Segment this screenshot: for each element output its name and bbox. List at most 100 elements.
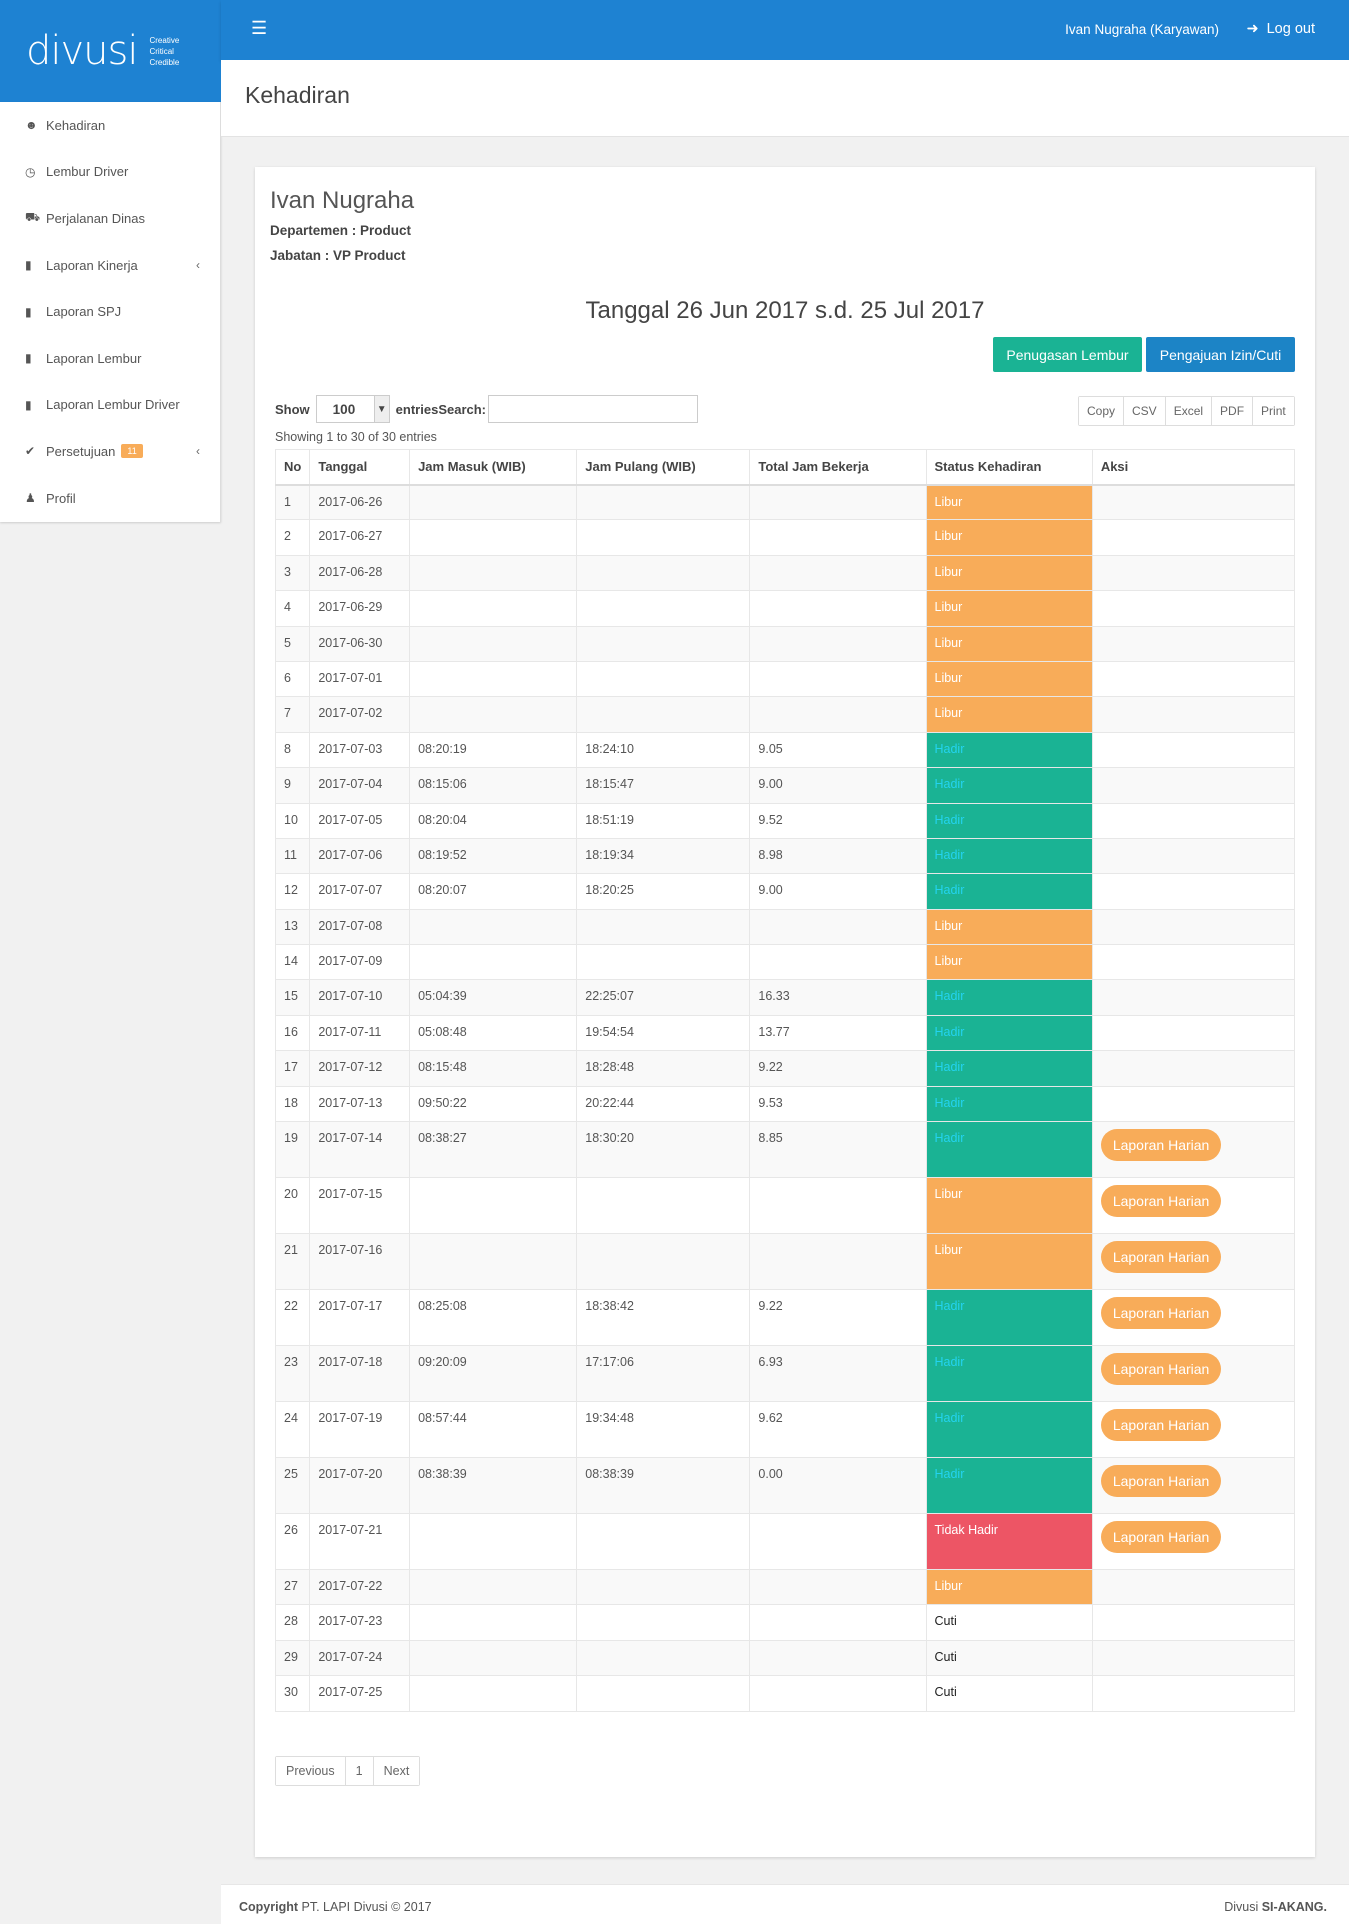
row-number-cell: 15 — [274, 979, 311, 1016]
daily-report-button[interactable]: Laporan Harian — [1100, 1353, 1222, 1386]
row-number-cell: 21 — [274, 1233, 311, 1291]
check-out-cell: 18:19:34 — [576, 837, 751, 875]
pdf-button[interactable]: PDF — [1212, 397, 1254, 425]
total-hours-cell: 16.33 — [749, 979, 927, 1016]
search-label: Search: — [438, 401, 487, 417]
sidebar-item-laporan-lembur[interactable]: ▮ Laporan Lembur — [25, 350, 142, 366]
daily-report-button[interactable]: Laporan Harian — [1100, 1409, 1222, 1442]
row-number-cell: 30 — [274, 1675, 311, 1712]
daily-report-button[interactable]: Laporan Harian — [1100, 1241, 1222, 1274]
daily-report-button[interactable]: Laporan Harian — [1100, 1185, 1222, 1218]
column-header[interactable]: No — [274, 449, 311, 486]
search-input[interactable] — [488, 395, 699, 423]
copy-button[interactable]: Copy — [1079, 397, 1125, 425]
next-page-button[interactable]: Next — [373, 1757, 420, 1785]
total-hours-cell — [749, 660, 927, 698]
check-in-cell — [409, 1513, 578, 1571]
current-user-label[interactable]: Ivan Nugraha (Karyawan) — [1065, 22, 1219, 37]
table-row: 9 2017-07-04 08:15:06 18:15:47 9.00 Hadir — [274, 767, 1296, 804]
total-hours-cell: 6.93 — [749, 1345, 927, 1403]
status-cell: Hadir — [925, 979, 1093, 1016]
total-hours-cell: 9.00 — [749, 767, 927, 804]
table-info: Showing 1 to 30 of 30 entries — [275, 430, 437, 444]
chevron-left-icon: ‹ — [196, 258, 200, 273]
date-cell: 2017-07-04 — [309, 767, 411, 804]
daily-report-button[interactable]: Laporan Harian — [1100, 1129, 1222, 1162]
column-header[interactable]: Jam Pulang (WIB) — [576, 449, 751, 486]
check-out-cell: 19:34:48 — [576, 1401, 751, 1459]
table-row: 26 2017-07-21 Tidak Hadir Laporan Harian — [274, 1513, 1296, 1571]
page-number-button[interactable]: 1 — [345, 1757, 374, 1785]
leave-request-button[interactable]: Pengajuan Izin/Cuti — [1146, 337, 1295, 372]
page-header: Kehadiran — [221, 60, 1349, 137]
excel-button[interactable]: Excel — [1165, 397, 1213, 425]
page-length-select[interactable]: 100 ▼ — [315, 395, 390, 423]
check-in-cell — [409, 1233, 578, 1291]
car-icon: ⛟ — [25, 210, 41, 225]
print-button[interactable]: Print — [1253, 397, 1294, 425]
hamburger-menu-icon[interactable]: ☰ — [251, 18, 268, 38]
date-cell: 2017-06-29 — [309, 590, 411, 627]
sidebar-item-laporan-kinerja[interactable]: ▮ Laporan Kinerja ‹ — [25, 257, 200, 273]
status-cell: Libur — [925, 590, 1093, 627]
status-cell: Libur — [925, 554, 1093, 592]
check-in-cell — [409, 1639, 578, 1677]
table-row: 22 2017-07-17 08:25:08 18:38:42 9.22 Hadir Lap… — [274, 1289, 1296, 1347]
logout-link[interactable]: ➜ Log out — [1246, 21, 1315, 37]
export-button-group: Copy CSV Excel PDF Print — [1078, 396, 1295, 426]
row-number-cell: 7 — [274, 696, 311, 733]
action-cell — [1091, 944, 1296, 981]
sidebar-item-profil[interactable]: ♟ Profil — [25, 490, 76, 506]
show-label: Show — [275, 401, 310, 417]
check-in-cell — [409, 483, 578, 521]
check-out-cell — [576, 1675, 751, 1712]
sidebar-item-laporan-spj[interactable]: ▮ Laporan SPJ — [25, 304, 122, 320]
check-out-cell: 19:54:54 — [576, 1014, 751, 1052]
check-out-cell — [576, 1604, 751, 1641]
column-header[interactable]: Total Jam Bekerja — [749, 449, 927, 486]
action-cell — [1091, 696, 1296, 733]
row-number-cell: 16 — [274, 1014, 311, 1052]
total-hours-cell — [749, 908, 927, 946]
csv-button[interactable]: CSV — [1124, 397, 1166, 425]
column-header[interactable]: Jam Masuk (WIB) — [409, 449, 578, 486]
daily-report-button[interactable]: Laporan Harian — [1100, 1465, 1222, 1498]
status-cell: Libur — [925, 696, 1093, 733]
action-cell — [1091, 590, 1296, 627]
top-navbar: ☰ Ivan Nugraha (Karyawan) ➜ Log out — [221, 0, 1349, 60]
check-out-cell — [576, 1569, 751, 1606]
total-hours-cell: 13.77 — [749, 1014, 927, 1052]
sidebar-item-laporan-lembur-driver[interactable]: ▮ Laporan Lembur Driver — [25, 397, 180, 413]
overtime-assignment-button[interactable]: Penugasan Lembur — [993, 337, 1142, 372]
clock-icon: ◷ — [25, 164, 36, 179]
check-in-cell: 08:20:19 — [409, 731, 578, 769]
sidebar-item-perjalanan-dinas[interactable]: ⛟ Perjalanan Dinas — [25, 210, 146, 226]
row-number-cell: 20 — [274, 1177, 311, 1235]
total-hours-cell — [749, 696, 927, 733]
check-in-cell — [409, 696, 578, 733]
user-icon: ♟ — [25, 491, 36, 506]
table-row: 11 2017-07-06 08:19:52 18:19:34 8.98 Hadir — [274, 837, 1296, 875]
table-row: 2 2017-06-27 Libur — [274, 519, 1296, 556]
column-header[interactable]: Aksi — [1091, 449, 1296, 486]
action-cell — [1091, 1050, 1296, 1087]
sidebar-item-lembur-driver[interactable]: ◷ Lembur Driver — [25, 164, 129, 180]
column-header[interactable]: Status Kehadiran — [925, 449, 1093, 486]
row-number-cell: 14 — [274, 944, 311, 981]
total-hours-cell — [749, 625, 927, 662]
date-cell: 2017-07-05 — [309, 802, 411, 839]
total-hours-cell: 9.53 — [749, 1085, 927, 1123]
check-out-cell: 18:20:25 — [576, 873, 751, 910]
brand-logo[interactable]: divusi Creative Critical Credible — [0, 0, 221, 102]
table-row: 5 2017-06-30 Libur — [274, 625, 1296, 662]
previous-page-button[interactable]: Previous — [276, 1757, 346, 1785]
date-cell: 2017-06-26 — [309, 483, 411, 521]
sidebar-item-kehadiran[interactable]: ☻ Kehadiran — [25, 117, 106, 133]
daily-report-button[interactable]: Laporan Harian — [1100, 1297, 1222, 1330]
sidebar-item-persetujuan[interactable]: ✔ Persetujuan 11 ‹ — [25, 443, 200, 459]
check-out-cell — [576, 590, 751, 627]
status-cell: Libur — [925, 625, 1093, 662]
column-header[interactable]: Tanggal — [309, 449, 411, 486]
daily-report-button[interactable]: Laporan Harian — [1100, 1521, 1222, 1554]
table-row: 30 2017-07-25 Cuti — [274, 1675, 1296, 1712]
